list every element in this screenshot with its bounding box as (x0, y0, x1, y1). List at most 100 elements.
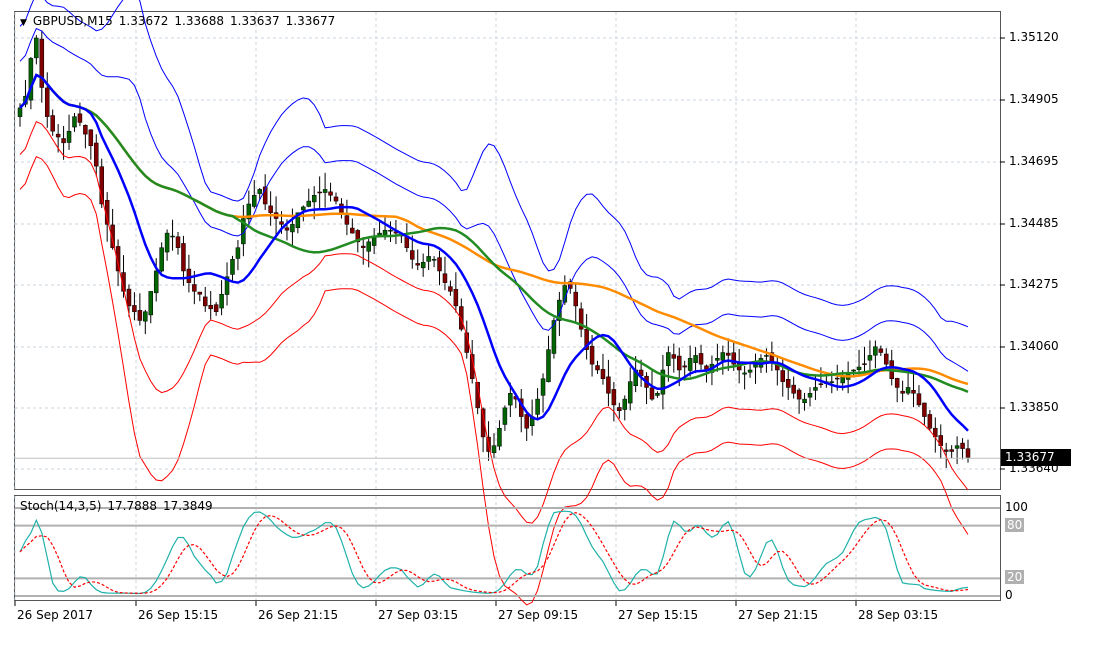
collapse-triangle-icon[interactable]: ▼ (20, 18, 27, 28)
bear-candle (682, 365, 687, 368)
bear-candle (355, 230, 361, 243)
bear-candle (186, 268, 192, 283)
bear-candle (922, 402, 927, 417)
bull-candle (17, 107, 23, 117)
bear-candle (900, 390, 905, 394)
bear-candle (268, 205, 273, 213)
bull-candle (388, 229, 393, 232)
bull-candle (224, 276, 230, 295)
bear-candle (415, 263, 420, 266)
bear-candle (949, 449, 954, 452)
bull-candle (431, 259, 437, 261)
bull-candle (159, 247, 164, 272)
bull-candle (148, 291, 154, 316)
bull-candle (747, 369, 753, 373)
time-tick-label: 26 Sep 2017 (17, 608, 94, 622)
bull-candle (153, 270, 159, 294)
price-tick-label: 1.35120 (1009, 30, 1059, 44)
bear-candle (202, 296, 208, 307)
band-lower-inner (19, 121, 969, 524)
ma-mid-line (19, 73, 969, 393)
bull-candle (856, 366, 862, 371)
bull-candle (246, 203, 252, 220)
bull-candle (311, 195, 317, 203)
bear-candle (818, 383, 824, 385)
bull-candle (426, 256, 431, 262)
stoch-signal-line (19, 511, 969, 594)
bear-candle (55, 133, 61, 138)
bull-candle (905, 387, 911, 394)
bear-candle (480, 408, 486, 438)
bull-candle (551, 320, 557, 354)
bull-candle (867, 355, 873, 361)
stochastic-pane[interactable] (14, 495, 1001, 601)
bull-candle (252, 195, 257, 207)
bear-candle (77, 113, 83, 123)
bear-candle (600, 369, 606, 379)
bull-candle (170, 235, 175, 238)
bear-candle (943, 449, 949, 452)
bull-candle (720, 352, 726, 361)
bull-candle (143, 311, 148, 322)
bear-candle (50, 115, 55, 132)
bull-candle (28, 58, 34, 101)
bull-candle (557, 299, 562, 321)
bull-candle (377, 232, 382, 236)
bear-candle (834, 377, 840, 380)
bear-candle (115, 246, 121, 272)
bear-candle (606, 376, 611, 394)
time-tick-label: 27 Sep 21:15 (738, 608, 819, 622)
bull-candle (497, 427, 502, 447)
stoch-level-label: 20 (1005, 570, 1025, 585)
bull-candle (622, 398, 628, 410)
bear-candle (453, 289, 459, 307)
bear-candle (350, 227, 355, 234)
bear-candle (328, 191, 333, 196)
stoch-level-label: 0 (1005, 588, 1013, 602)
stoch-signal-value: 17.3849 (163, 499, 213, 513)
bear-candle (360, 245, 366, 248)
bull-candle (34, 37, 39, 59)
bear-candle (121, 272, 126, 292)
bear-candle (960, 442, 965, 449)
bull-candle (535, 398, 540, 415)
band-lower-outer (19, 156, 969, 606)
bull-candle (382, 229, 388, 236)
bear-candle (911, 390, 916, 394)
bull-candle (851, 369, 856, 372)
bear-candle (617, 407, 622, 412)
bear-candle (284, 227, 290, 231)
bear-candle (927, 414, 933, 429)
bull-candle (508, 393, 513, 406)
time-tick-label: 26 Sep 15:15 (138, 608, 219, 622)
bear-candle (181, 243, 186, 272)
bear-candle (796, 389, 802, 400)
bear-candle (965, 448, 971, 458)
candles (17, 30, 971, 468)
bear-candle (584, 328, 589, 350)
high-price: 1.33688 (174, 14, 225, 28)
time-tick-label: 26 Sep 21:15 (258, 608, 339, 622)
band-upper-outer (19, 0, 969, 328)
ma-slow-line (19, 73, 969, 386)
price-tick-label: 1.34905 (1009, 92, 1059, 106)
bear-candle (649, 387, 655, 400)
bear-candle (88, 129, 94, 146)
bull-candle (366, 241, 371, 252)
bull-candle (491, 445, 497, 454)
bull-candle (295, 212, 301, 228)
symbol-timeframe: GBPUSD,M15 (32, 14, 113, 28)
bear-candle (197, 291, 203, 295)
bull-candle (546, 349, 551, 383)
bear-candle (317, 191, 322, 194)
bear-candle (791, 384, 796, 394)
bear-candle (785, 378, 791, 388)
bull-candle (666, 352, 671, 366)
stoch-main-value: 17.7888 (107, 499, 158, 513)
bear-candle (175, 236, 181, 248)
bull-candle (802, 398, 807, 404)
price-tick-label: 1.34060 (1009, 339, 1059, 353)
bull-candle (420, 261, 426, 269)
bear-candle (589, 345, 595, 365)
